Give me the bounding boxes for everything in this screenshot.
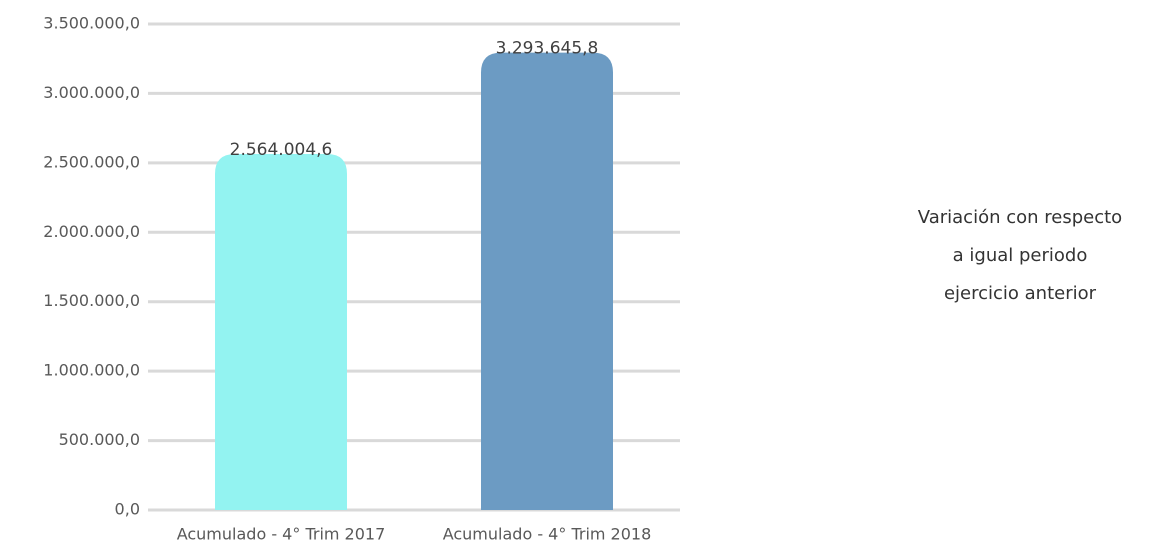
x-tick-label: Acumulado - 4° Trim 2018: [443, 525, 652, 544]
bar: [481, 52, 613, 511]
y-tick-label: 2.000.000,0: [43, 222, 140, 241]
annotation: ejercicio anterior: [944, 283, 1097, 304]
data-label: 2.564.004,6: [230, 140, 333, 160]
y-tick-label: 500.000,0: [59, 430, 140, 449]
x-tick-label: Acumulado - 4° Trim 2017: [177, 525, 386, 544]
y-tick-label: 3.500.000,0: [43, 14, 140, 33]
y-tick-label: 1.500.000,0: [43, 291, 140, 310]
bar: [215, 153, 347, 510]
y-tick-label: 0,0: [115, 500, 140, 519]
y-tick-label: 3.000.000,0: [43, 83, 140, 102]
y-tick-label: 2.500.000,0: [43, 152, 140, 171]
y-tick-label: 1.000.000,0: [43, 361, 140, 380]
data-label: 3.293.645,8: [496, 39, 599, 59]
annotation: Variación con respecto: [918, 207, 1122, 228]
annotation: a igual periodo: [953, 245, 1088, 266]
